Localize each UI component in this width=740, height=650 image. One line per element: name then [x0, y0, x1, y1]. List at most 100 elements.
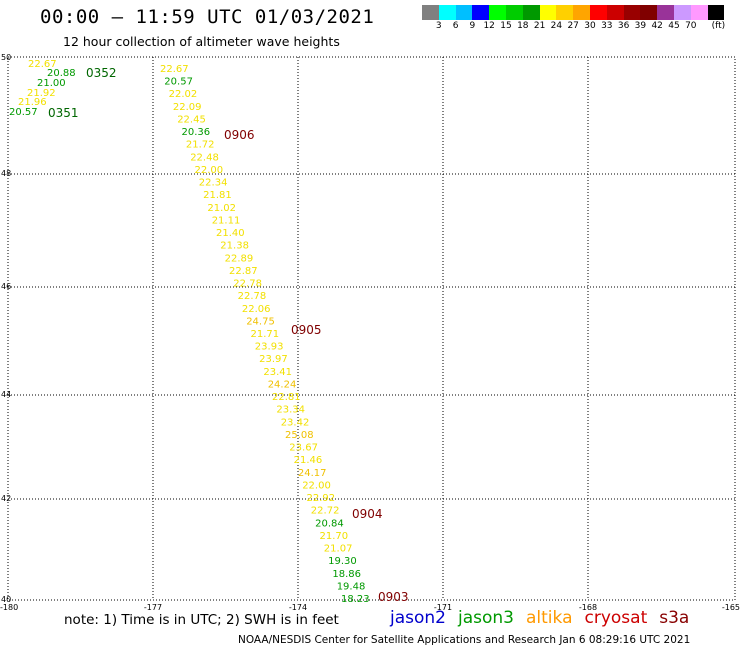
- pass-time-label: 0905: [291, 323, 322, 337]
- swh-value: 22.78: [238, 291, 267, 302]
- legend-label: 21: [533, 21, 546, 31]
- legend-label: 70: [685, 21, 697, 31]
- swh-value: 22.06: [242, 304, 271, 315]
- lat-tick-label: 40: [1, 595, 11, 604]
- legend-swatch: [573, 5, 590, 20]
- pass-time-label: 0352: [86, 66, 117, 80]
- pass-time-label: 0351: [48, 106, 79, 120]
- credit-line: NOAA/NESDIS Center for Satellite Applica…: [238, 634, 691, 646]
- swh-value: 18.86: [332, 569, 361, 580]
- legend-swatch: [673, 5, 691, 20]
- swh-value: 23.42: [281, 417, 310, 428]
- legend-label: 30: [584, 21, 596, 31]
- legend-label: 42: [651, 21, 663, 31]
- lat-tick-label: 46: [1, 282, 11, 291]
- mission-label: s3a: [659, 608, 690, 628]
- page-subtitle: 12 hour collection of altimeter wave hei…: [63, 34, 340, 49]
- swh-value: 25.08: [285, 430, 314, 441]
- legend-swatch: [606, 5, 624, 20]
- swh-value: 23.67: [289, 443, 318, 454]
- swh-value: 22.81: [272, 392, 301, 403]
- swh-value: 21.11: [212, 215, 241, 226]
- swh-value: 22.87: [229, 266, 258, 277]
- map-frame: [7, 56, 736, 601]
- swh-value: 22.92: [307, 493, 336, 504]
- lon-tick-label: -174: [289, 603, 307, 612]
- legend-label: 27: [567, 21, 579, 31]
- mission-key: jason2 jason3 altika cryosat s3a: [390, 608, 701, 628]
- swh-value: 23.93: [255, 342, 284, 353]
- swh-value: 22.45: [177, 115, 206, 126]
- swh-value: 18.23: [341, 594, 370, 605]
- swh-value: 24.75: [246, 316, 275, 327]
- pass-time-label: 0906: [224, 128, 255, 142]
- swh-value: 21.72: [186, 140, 215, 151]
- legend-label: 24: [550, 21, 563, 31]
- swh-value: 22.34: [199, 178, 228, 189]
- footer-note: note: 1) Time is in UTC; 2) SWH is in fe…: [64, 612, 339, 628]
- swh-value: 20.57: [164, 77, 193, 88]
- lat-tick-label: 44: [1, 390, 11, 399]
- swh-value: 22.72: [311, 506, 340, 517]
- legend-swatch: [472, 5, 490, 20]
- swh-value: 21.96: [18, 97, 47, 108]
- color-legend: [422, 5, 725, 20]
- legend-swatch: [707, 5, 725, 20]
- swh-value: 22.67: [160, 64, 189, 75]
- legend-swatch: [556, 5, 574, 20]
- legend-label: 36: [617, 21, 630, 31]
- swh-value: 24.24: [268, 380, 297, 391]
- swh-value: 22.00: [302, 480, 331, 491]
- swh-value: 24.17: [298, 468, 327, 479]
- pass-time-label: 0903: [378, 590, 409, 604]
- mission-label: jason2: [390, 608, 446, 628]
- lon-tick-label: -171: [434, 603, 452, 612]
- legend-label: 12: [483, 21, 495, 31]
- legend-unit: (ft): [711, 21, 726, 31]
- swh-value: 21.02: [207, 203, 236, 214]
- legend-label: 6: [452, 21, 459, 31]
- swh-value: 22.09: [173, 102, 202, 113]
- legend-swatch: [623, 5, 641, 20]
- mission-label: cryosat: [584, 608, 648, 628]
- swh-value: 21.81: [203, 190, 232, 201]
- legend-swatch: [522, 5, 540, 20]
- legend-swatch: [589, 5, 607, 20]
- color-legend-labels: 3 6 9 12 15 18 21 24 27 30 33 36 39 42 45 70 (ft): [422, 21, 740, 33]
- lon-tick-label: -168: [579, 603, 597, 612]
- swh-value: 21.71: [251, 329, 280, 340]
- swh-value: 21.40: [216, 228, 245, 239]
- swh-value: 22.89: [225, 253, 254, 264]
- swh-value: 23.97: [259, 354, 288, 365]
- swh-value: 22.78: [233, 279, 262, 290]
- swh-value: 22.48: [190, 152, 219, 163]
- swh-value: 21.92: [27, 88, 56, 99]
- swh-value: 19.48: [337, 581, 366, 592]
- lon-tick-label: -180: [0, 603, 18, 612]
- swh-value: 20.84: [315, 518, 344, 529]
- legend-swatch: [539, 5, 557, 20]
- pass-time-label: 0904: [352, 507, 383, 521]
- swh-value: 21.46: [294, 455, 323, 466]
- legend-swatch: [640, 5, 658, 20]
- legend-label: 45: [668, 21, 680, 31]
- legend-label: 33: [601, 21, 613, 31]
- legend-swatch: [455, 5, 473, 20]
- swh-value: 21.07: [324, 544, 353, 555]
- page-title: 00:00 – 11:59 UTC 01/03/2021: [40, 6, 375, 28]
- swh-value: 22.02: [169, 89, 198, 100]
- lon-tick-label: -177: [144, 603, 162, 612]
- swh-value: 21.00: [37, 78, 66, 89]
- lat-tick-label: 42: [1, 494, 11, 503]
- legend-label: 18: [517, 21, 529, 31]
- legend-swatch: [690, 5, 708, 20]
- swh-value: 20.36: [182, 127, 211, 138]
- mission-label: altika: [526, 608, 573, 628]
- legend-label: 39: [634, 21, 647, 31]
- swh-value: 23.34: [276, 405, 305, 416]
- legend-swatch: [489, 5, 506, 20]
- swh-value: 23.41: [263, 367, 292, 378]
- swh-value: 21.70: [320, 531, 349, 542]
- legend-swatch: [505, 5, 523, 20]
